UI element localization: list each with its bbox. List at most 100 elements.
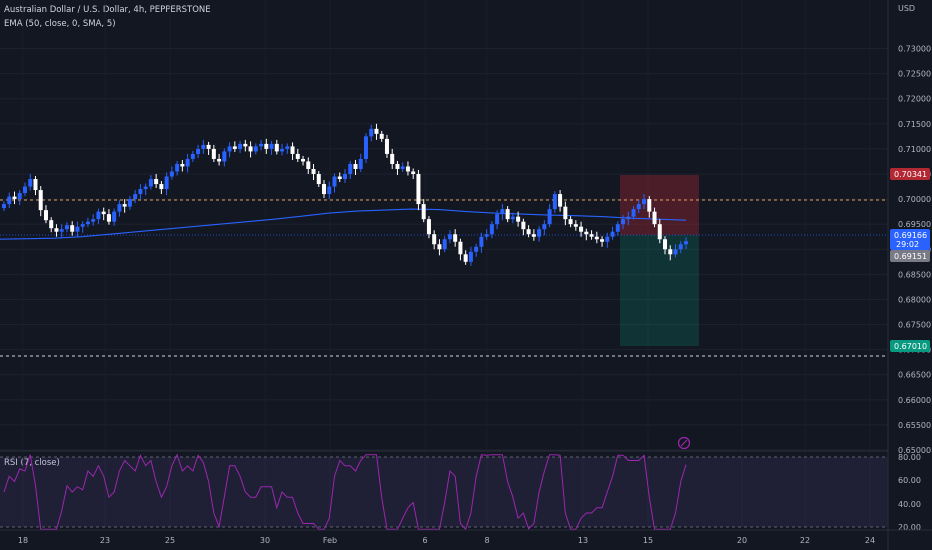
- candle[interactable]: [600, 236, 605, 247]
- candle[interactable]: [626, 211, 631, 226]
- candle[interactable]: [621, 215, 626, 230]
- candle[interactable]: [642, 194, 647, 210]
- candle[interactable]: [411, 168, 416, 180]
- candle[interactable]: [269, 140, 274, 155]
- candle[interactable]: [238, 140, 243, 153]
- candle[interactable]: [521, 218, 526, 236]
- candle[interactable]: [437, 239, 442, 256]
- candle[interactable]: [259, 139, 264, 151]
- candle[interactable]: [285, 143, 290, 154]
- candle[interactable]: [17, 190, 22, 206]
- candle[interactable]: [217, 153, 222, 166]
- candle[interactable]: [474, 243, 479, 257]
- candle[interactable]: [211, 144, 216, 162]
- ema-legend[interactable]: EMA (50, close, 0, SMA, 5): [4, 19, 116, 29]
- candle[interactable]: [542, 220, 547, 236]
- candle[interactable]: [400, 162, 405, 172]
- candle[interactable]: [358, 153, 363, 172]
- candle[interactable]: [112, 208, 117, 226]
- candle[interactable]: [379, 130, 384, 142]
- candle[interactable]: [38, 186, 43, 217]
- alert-icon[interactable]: [677, 436, 691, 450]
- candle[interactable]: [552, 191, 557, 214]
- rsi-line[interactable]: [3, 453, 687, 531]
- candle[interactable]: [678, 241, 683, 254]
- candle[interactable]: [196, 144, 201, 158]
- candle[interactable]: [594, 231, 599, 244]
- candle[interactable]: [463, 250, 468, 265]
- candle[interactable]: [615, 221, 620, 236]
- candle[interactable]: [657, 219, 662, 244]
- time-axis[interactable]: 18 23 25 30 Feb 6 8 13 15 20 22 24: [18, 536, 875, 545]
- candle[interactable]: [337, 172, 342, 183]
- candle[interactable]: [75, 221, 80, 237]
- candle[interactable]: [547, 204, 552, 228]
- candle[interactable]: [159, 181, 164, 195]
- candle[interactable]: [28, 174, 33, 191]
- candle[interactable]: [290, 142, 295, 160]
- candle[interactable]: [610, 226, 615, 240]
- candle[interactable]: [563, 201, 568, 226]
- candle[interactable]: [353, 159, 358, 176]
- candle[interactable]: [589, 230, 594, 240]
- candle[interactable]: [248, 141, 253, 158]
- price-axis[interactable]: [888, 0, 932, 550]
- candle[interactable]: [201, 139, 206, 154]
- candle[interactable]: [138, 184, 143, 200]
- candle[interactable]: [122, 199, 127, 213]
- candle[interactable]: [348, 160, 353, 180]
- candle[interactable]: [332, 173, 337, 193]
- candle[interactable]: [7, 192, 12, 209]
- candle[interactable]: [453, 229, 458, 247]
- candle[interactable]: [133, 190, 138, 204]
- candle[interactable]: [526, 225, 531, 238]
- candle[interactable]: [2, 201, 6, 212]
- candle[interactable]: [584, 228, 589, 241]
- candle[interactable]: [631, 206, 636, 220]
- candle[interactable]: [127, 196, 132, 210]
- candle[interactable]: [432, 230, 437, 250]
- candle[interactable]: [673, 244, 678, 258]
- candle[interactable]: [96, 208, 101, 225]
- candle[interactable]: [33, 176, 38, 196]
- candle[interactable]: [568, 216, 573, 228]
- candle[interactable]: [322, 180, 327, 199]
- candle[interactable]: [573, 220, 578, 231]
- candle[interactable]: [684, 237, 688, 250]
- candle[interactable]: [185, 153, 190, 173]
- candle[interactable]: [12, 191, 17, 205]
- candle[interactable]: [442, 236, 447, 253]
- candle[interactable]: [421, 199, 426, 223]
- candle[interactable]: [169, 166, 174, 180]
- candle[interactable]: [59, 224, 64, 238]
- candle[interactable]: [416, 169, 421, 211]
- candle[interactable]: [489, 221, 494, 239]
- candle[interactable]: [343, 168, 347, 184]
- candle[interactable]: [85, 217, 90, 228]
- candle[interactable]: [516, 211, 521, 227]
- candle[interactable]: [227, 142, 232, 158]
- candle[interactable]: [468, 246, 473, 266]
- candle[interactable]: [154, 174, 159, 189]
- candle[interactable]: [43, 205, 48, 224]
- candle[interactable]: [206, 141, 211, 155]
- candle[interactable]: [101, 207, 106, 221]
- candle[interactable]: [91, 214, 96, 226]
- candle[interactable]: [316, 170, 321, 188]
- candle[interactable]: [505, 206, 510, 223]
- candle[interactable]: [426, 216, 431, 239]
- candle[interactable]: [374, 123, 379, 140]
- candle[interactable]: [306, 157, 311, 174]
- candles[interactable]: [2, 123, 688, 266]
- candle[interactable]: [479, 232, 484, 253]
- candle[interactable]: [222, 148, 227, 167]
- candle[interactable]: [264, 138, 269, 154]
- candle[interactable]: [180, 159, 185, 172]
- candle[interactable]: [668, 245, 673, 261]
- candle[interactable]: [148, 175, 153, 190]
- candle[interactable]: [301, 155, 306, 166]
- candle[interactable]: [295, 148, 300, 162]
- candle[interactable]: [647, 196, 652, 218]
- candle[interactable]: [64, 222, 69, 233]
